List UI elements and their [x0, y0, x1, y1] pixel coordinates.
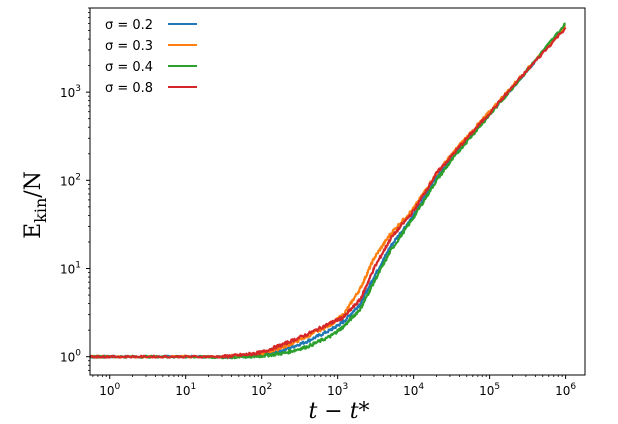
- x-tick-label-1: 101: [175, 382, 196, 398]
- ticks-layer: 100 101 102 103 104 105 106 100 101 102 103: [60, 7, 576, 398]
- legend-label-4: σ = 0.8: [105, 81, 153, 96]
- legend-label-2: σ = 0.3: [105, 39, 153, 54]
- x-tick-label-2: 102: [251, 382, 272, 398]
- x-tick-label-0: 100: [99, 382, 120, 398]
- y-axis-label-text: Ekin/N: [21, 171, 50, 239]
- plot-area: [90, 8, 585, 375]
- x-tick-label-6: 106: [555, 382, 576, 398]
- y-tick-label-2: 102: [60, 172, 81, 188]
- legend: σ = 0.2 σ = 0.3 σ = 0.4 σ = 0.8: [105, 18, 197, 96]
- x-tick-label-3: 103: [327, 382, 348, 398]
- y-axis-label: Ekin/N: [21, 171, 50, 239]
- legend-label-1: σ = 0.2: [105, 18, 153, 33]
- y-tick-label-1: 101: [60, 261, 81, 277]
- legend-label-3: σ = 0.4: [105, 60, 153, 75]
- x-axis-label-text: t − t*: [308, 399, 369, 424]
- series-line-4: [89, 26, 567, 359]
- y-tick-label-3: 103: [60, 84, 81, 100]
- x-tick-label-5: 105: [479, 382, 500, 398]
- x-tick-label-4: 104: [403, 382, 424, 398]
- series-layer: [89, 22, 567, 360]
- x-axis-label: t − t*: [308, 399, 369, 424]
- y-tick-label-0: 100: [60, 349, 81, 365]
